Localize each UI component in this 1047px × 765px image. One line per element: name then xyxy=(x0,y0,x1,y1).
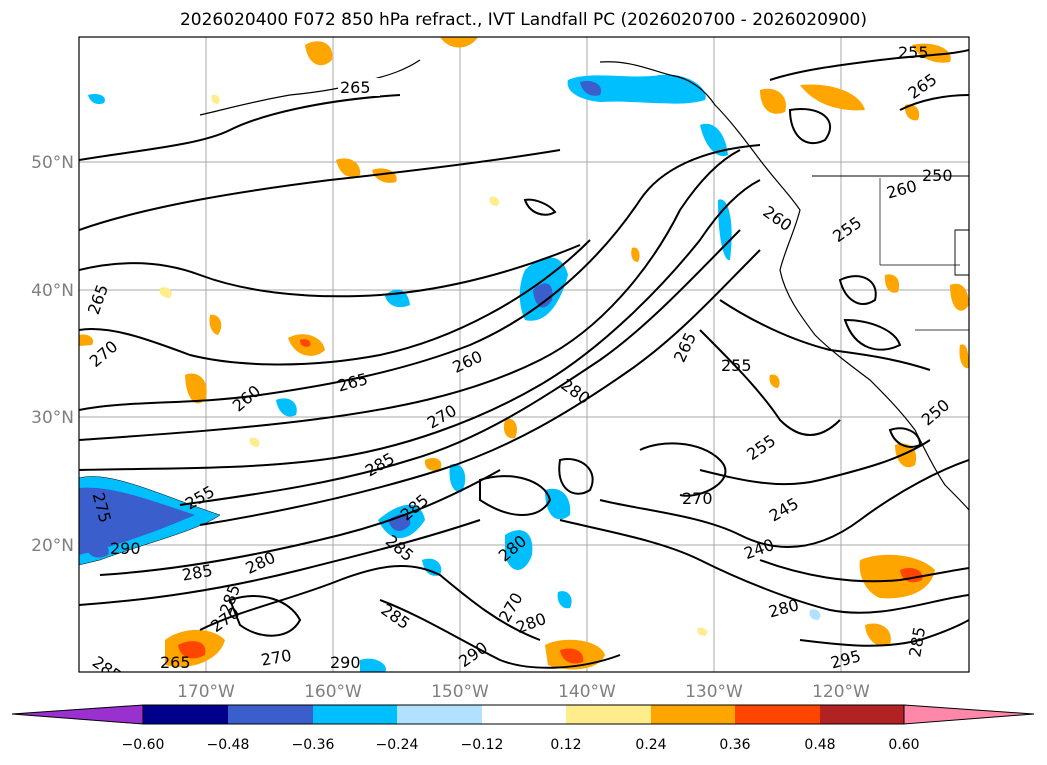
contour-label: 270 xyxy=(682,489,713,508)
colorbar-bin xyxy=(313,705,397,724)
colorbar-tick-label: −0.24 xyxy=(376,737,419,753)
lat-label: 40°N xyxy=(31,281,74,301)
colorbar-tick-label: 0.12 xyxy=(550,737,581,753)
contour-label: 265 xyxy=(340,78,371,97)
colorbar-tick-label: 0.24 xyxy=(635,737,666,753)
colorbar-tick-label: 0.36 xyxy=(719,737,750,753)
graticule xyxy=(79,37,969,672)
latitude-labels: 50°N 40°N 30°N 20°N xyxy=(31,153,74,556)
colorbar-bin xyxy=(566,705,651,724)
lon-label: 170°W xyxy=(177,682,235,702)
lat-label: 50°N xyxy=(31,153,74,173)
colorbar-bin xyxy=(651,705,735,724)
refractivity-fill xyxy=(79,37,969,672)
colorbar-bin xyxy=(228,705,313,724)
colorbar-tick-label: 0.48 xyxy=(804,737,835,753)
lon-label: 120°W xyxy=(812,682,870,702)
colorbar-extend-high xyxy=(903,704,1035,725)
longitude-labels: 170°W 160°W 150°W 140°W 130°W 120°W xyxy=(177,682,870,702)
lat-label: 20°N xyxy=(31,536,74,556)
lon-label: 160°W xyxy=(304,682,362,702)
colorbar-tick-label: −0.48 xyxy=(207,737,250,753)
lat-label: 30°N xyxy=(31,408,74,428)
lon-label: 130°W xyxy=(685,682,743,702)
contour-label: 255 xyxy=(721,356,752,375)
contour-label: 265 xyxy=(160,653,191,672)
contour-label: 290 xyxy=(330,653,361,672)
lon-label: 150°W xyxy=(431,682,489,702)
contour-label: 255 xyxy=(898,43,929,62)
colorbar-bin xyxy=(397,705,482,724)
map-frame xyxy=(78,36,970,673)
colorbar-tick-label: −0.60 xyxy=(122,737,165,753)
colorbar-bin xyxy=(735,705,820,724)
colorbar-bin xyxy=(482,705,566,724)
contour-label: 250 xyxy=(922,166,953,185)
contour-label: 290 xyxy=(110,539,141,558)
colorbar-bin xyxy=(820,705,904,724)
refractivity-contours xyxy=(79,49,969,669)
colorbar-tick-label: −0.36 xyxy=(292,737,335,753)
colorbar-bin xyxy=(143,705,228,724)
colorbar-tick-label: −0.12 xyxy=(461,737,504,753)
map-title: 2026020400 F072 850 hPa refract., IVT La… xyxy=(179,10,867,30)
colorbar: −0.60 −0.48 −0.36 −0.24 −0.12 0.12 0.24 … xyxy=(11,704,1035,753)
colorbar-extend-low xyxy=(11,704,144,725)
colorbar-tick-label: 0.60 xyxy=(888,737,919,753)
lon-label: 140°W xyxy=(558,682,616,702)
